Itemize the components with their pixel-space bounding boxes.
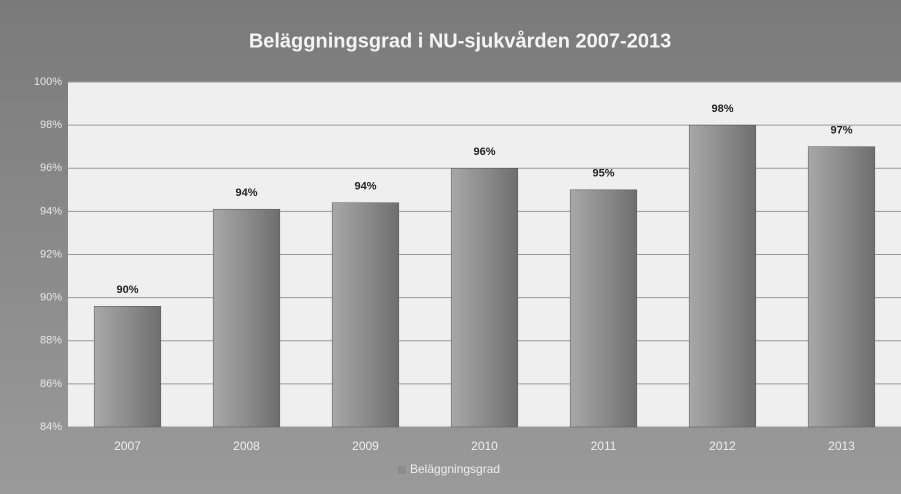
y-tick-label: 88% [40,335,62,347]
bar [93,306,162,428]
y-tick-label: 86% [40,378,62,390]
x-tick-label: 2013 [828,439,855,453]
x-tick-label: 2008 [233,439,260,453]
x-tick-label: 2007 [114,439,141,453]
chart-title: Beläggningsgrad i NU-sjukvården 2007-201… [249,29,671,52]
data-label: 94% [354,181,376,193]
y-tick-label: 94% [40,205,62,217]
legend-swatch [398,466,406,474]
data-label: 98% [711,103,733,115]
data-label: 96% [473,146,495,158]
data-label: 90% [116,284,138,296]
x-tick-label: 2012 [709,439,736,453]
x-tick-label: 2009 [352,439,379,453]
y-tick-label: 96% [40,162,62,174]
data-label: 94% [235,187,257,199]
y-tick-label: 84% [40,421,62,433]
y-tick-label: 92% [40,248,62,260]
y-tick-label: 100% [34,76,62,88]
bar [450,168,519,428]
y-tick-label: 90% [40,292,62,304]
bar [569,189,638,428]
x-tick-label: 2010 [471,439,498,453]
bar [212,208,281,428]
data-label: 95% [592,168,614,180]
x-tick-label: 2011 [591,439,617,453]
legend-label: Beläggningsgrad [410,462,500,476]
y-tick-label: 98% [40,119,62,131]
bar [807,146,876,428]
bar [331,202,400,428]
data-label: 97% [830,125,852,137]
bar [688,124,757,428]
